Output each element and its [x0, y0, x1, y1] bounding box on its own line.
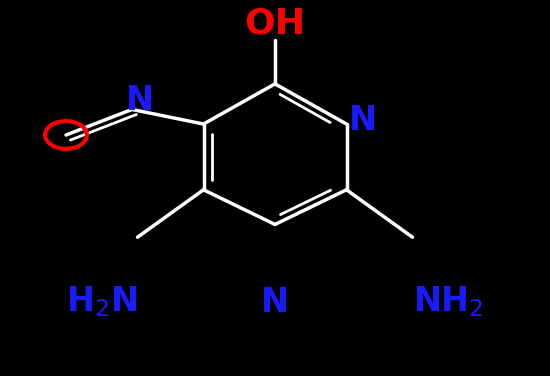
Text: N: N — [349, 104, 377, 137]
Text: N: N — [126, 84, 155, 117]
Text: N: N — [261, 287, 289, 319]
Text: OH: OH — [244, 6, 306, 40]
Text: H$_2$N: H$_2$N — [66, 285, 138, 319]
Text: NH$_2$: NH$_2$ — [413, 285, 483, 319]
